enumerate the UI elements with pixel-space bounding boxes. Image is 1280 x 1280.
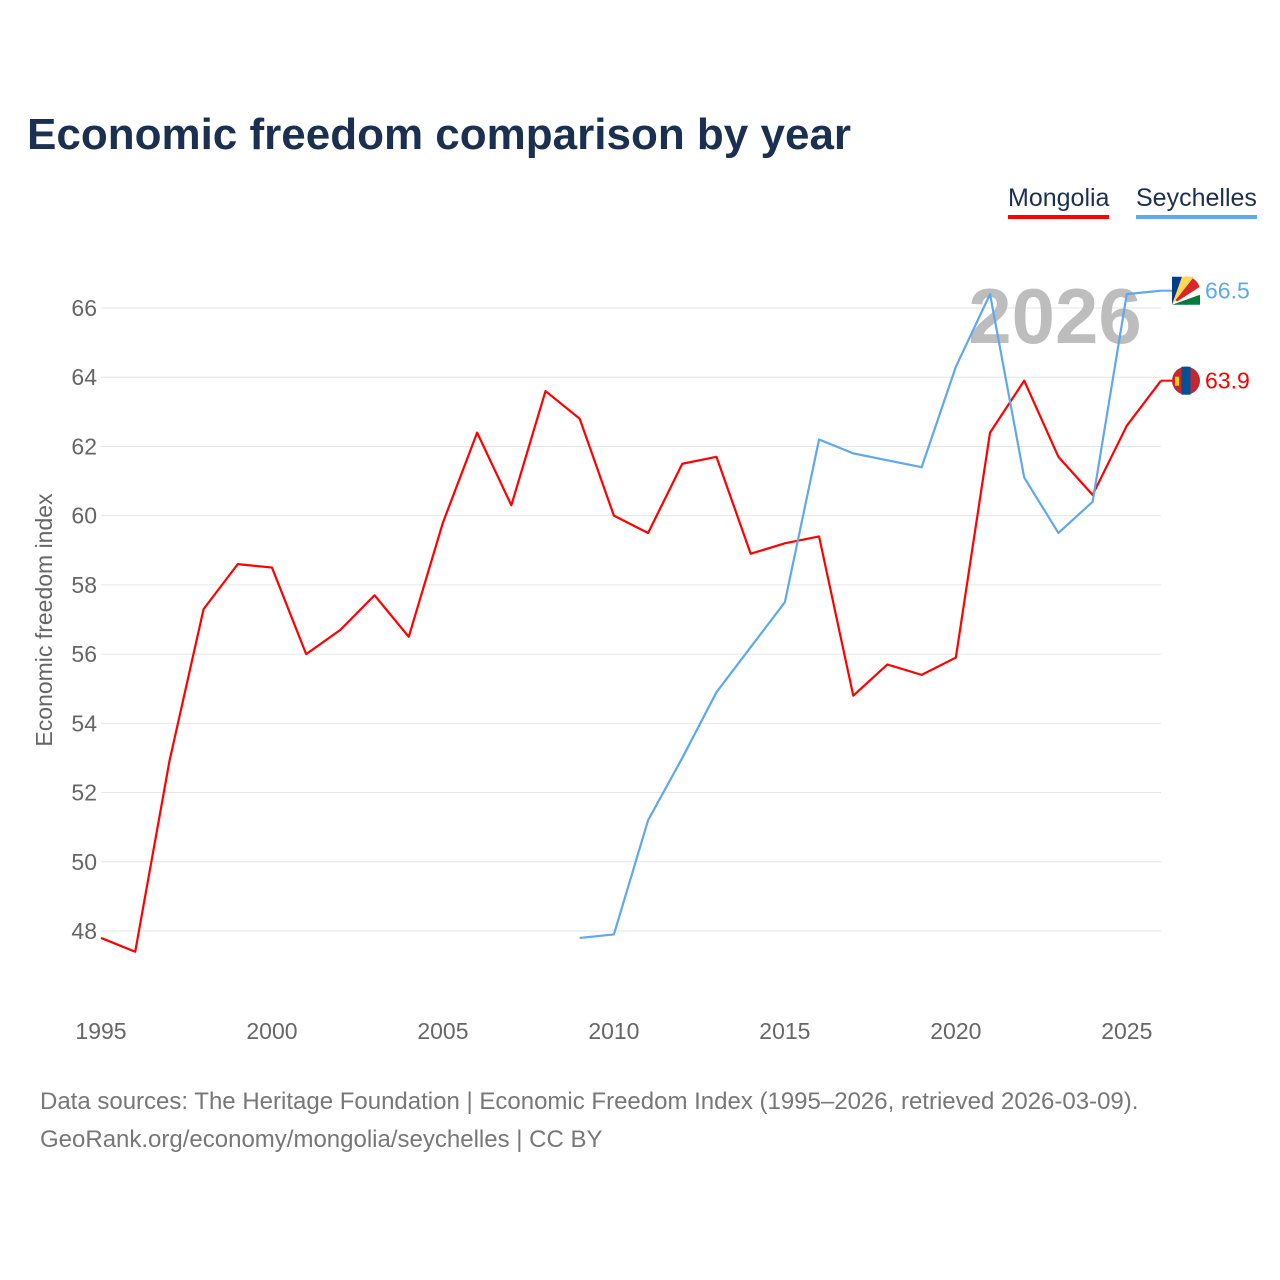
y-tick-label: 50 (71, 849, 97, 875)
y-tick-label: 64 (71, 364, 97, 390)
y-axis-label: Economic freedom index (31, 493, 57, 747)
y-tick-label: 60 (71, 503, 97, 529)
footer-credit: GeoRank.org/economy/mongolia/seychelles … (40, 1126, 603, 1153)
y-tick-label: 58 (71, 572, 97, 598)
x-tick-label: 2000 (246, 1018, 297, 1044)
x-tick-label: 2005 (417, 1018, 468, 1044)
seychelles-flag-white (1172, 286, 1200, 305)
series-line-mongolia (100, 379, 1162, 953)
x-tick-label: 2025 (1101, 1018, 1152, 1044)
x-tick-label: 1995 (75, 1018, 126, 1044)
year-watermark: 2026 (968, 272, 1142, 360)
x-tick-label: 2020 (930, 1018, 981, 1044)
y-tick-label: 56 (71, 641, 97, 667)
y-tick-label: 62 (71, 433, 97, 459)
legend-mongolia[interactable]: Mongolia (1008, 184, 1110, 219)
chart-title: Economic freedom comparison by year (27, 110, 852, 159)
series-line-seychelles (579, 289, 1162, 940)
y-tick-label: 54 (71, 710, 97, 736)
mongolia-flag-stripe (1181, 366, 1191, 395)
y-tick-label: 66 (71, 295, 97, 321)
mongolia-flag-soyombo (1175, 376, 1179, 386)
legend-seychelles[interactable]: Seychelles (1136, 184, 1257, 219)
x-tick-label: 2010 (588, 1018, 639, 1044)
y-tick-label: 48 (71, 918, 97, 944)
y-tick-label: 52 (71, 780, 97, 806)
x-tick-label: 2015 (759, 1018, 810, 1044)
end-value-label: 63.9 (1205, 368, 1250, 394)
seychelles-flag-yellow (1172, 276, 1194, 305)
footer-sources: Data sources: The Heritage Foundation | … (40, 1088, 1139, 1115)
end-value-label: 66.5 (1205, 278, 1250, 304)
